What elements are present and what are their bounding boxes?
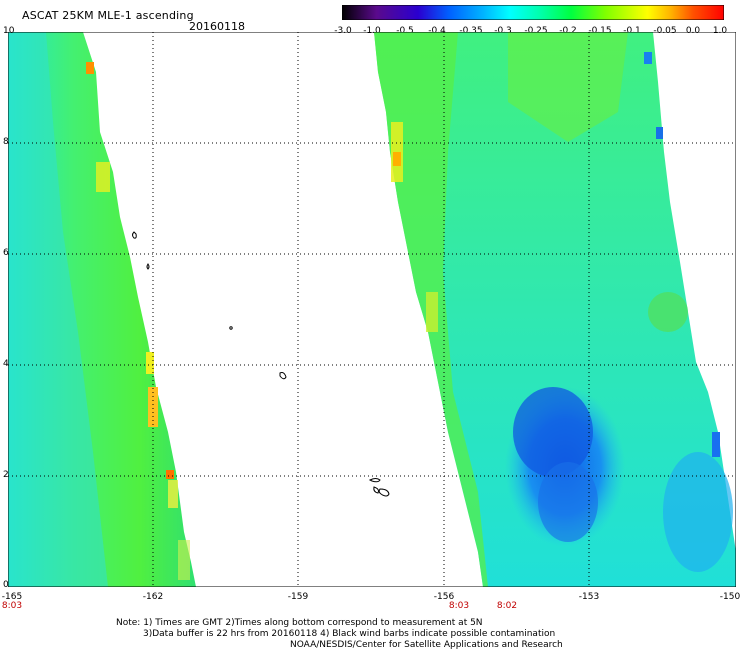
y-tick-label: 8 xyxy=(3,137,9,147)
island-outlines xyxy=(132,231,390,497)
map-title: ASCAT 25KM MLE-1 ascending xyxy=(22,9,194,22)
colorbar-label: -0.5 xyxy=(396,26,414,36)
colorbar-label: -3.0 xyxy=(334,26,352,36)
swath-map xyxy=(8,32,736,587)
pass-time-label: 8:02 xyxy=(496,601,518,611)
map-date: 20160118 xyxy=(189,20,245,33)
y-tick-label: 0 xyxy=(3,580,9,590)
colorbar-label: -0.25 xyxy=(524,26,548,36)
y-tick-label: 10 xyxy=(3,26,15,36)
colorbar-label: -0.3 xyxy=(494,26,512,36)
colorbar-label: -0.35 xyxy=(459,26,483,36)
colorbar-label: -1.0 xyxy=(363,26,381,36)
y-tick-label: 6 xyxy=(3,248,9,258)
y-tick-label: 4 xyxy=(3,359,9,369)
colorbar-label: -0.1 xyxy=(623,26,641,36)
note-line: Note: 1) Times are GMT 2)Times along bot… xyxy=(116,618,483,628)
left-swath xyxy=(8,32,196,587)
colorbar-label: -0.15 xyxy=(588,26,612,36)
y-tick-label: 2 xyxy=(3,470,9,480)
pass-time-label: 8:03 xyxy=(448,601,470,611)
colorbar-label: -0.2 xyxy=(559,26,577,36)
colorbar-label: -0.4 xyxy=(428,26,446,36)
colorbar-label: 1.0 xyxy=(712,26,728,36)
colorbar-label: 0.0 xyxy=(685,26,701,36)
grid-lines xyxy=(8,32,736,587)
x-tick-label: -153 xyxy=(578,592,600,602)
right-swath xyxy=(374,32,736,587)
color-scale-bar xyxy=(342,5,724,20)
x-tick-label: -162 xyxy=(142,592,164,602)
x-tick-label: -150 xyxy=(719,592,740,602)
pass-time-label: 8:03 xyxy=(1,601,23,611)
note-line: NOAA/NESDIS/Center for Satellite Applica… xyxy=(290,640,563,650)
x-tick-label: -165 xyxy=(1,592,23,602)
x-tick-label: -159 xyxy=(287,592,309,602)
note-line: 3)Data buffer is 22 hrs from 20160118 4)… xyxy=(143,629,556,639)
x-tick-label: -156 xyxy=(433,592,455,602)
colorbar-label: -0.05 xyxy=(653,26,677,36)
